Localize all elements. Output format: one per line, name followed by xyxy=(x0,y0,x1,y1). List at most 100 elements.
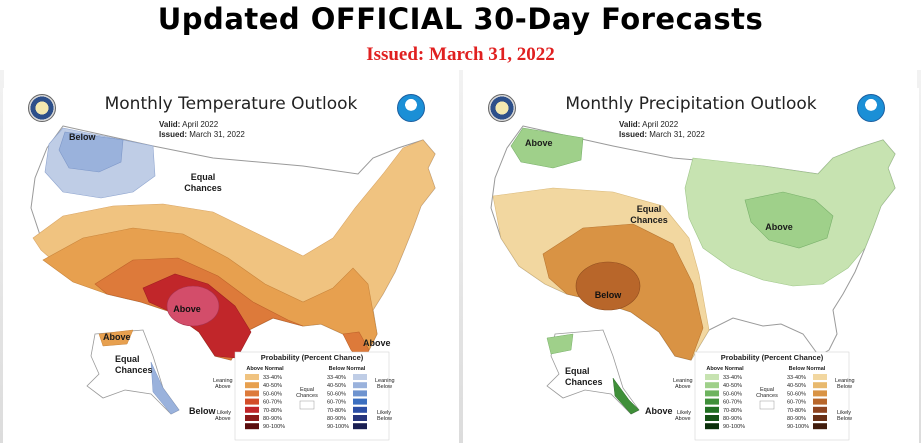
legend-above-range-label: 80-90% xyxy=(263,416,282,422)
legend-below-range-label: 60-70% xyxy=(787,400,806,406)
legend-likely-above-line2: Above xyxy=(675,416,691,422)
valid-label: Valid: xyxy=(159,120,181,129)
legend-leaning-above-line1: Leaning xyxy=(213,378,233,384)
left-panel-edge xyxy=(0,70,4,443)
legend-equal-chances-swatch xyxy=(299,400,315,410)
legend-below-range-label: 50-60% xyxy=(787,391,806,397)
issued-label: Issued: xyxy=(159,129,188,139)
legend-leaning-below-line2: Below xyxy=(837,384,852,390)
valid-value: April 2022 xyxy=(182,120,219,129)
page-headline: Updated OFFICIAL 30-Day Forecasts xyxy=(157,2,764,36)
region-label-above-southwest: Above xyxy=(173,304,201,314)
legend-below-range-label: 70-80% xyxy=(787,408,806,414)
precipitation-meta: Valid: April 2022 Issued: March 31, 2022 xyxy=(619,120,705,139)
legend-below-swatch xyxy=(813,374,827,380)
legend-above-swatch xyxy=(705,390,719,397)
noaa-logo-icon xyxy=(857,94,885,122)
legend-likely-below-line1: Likely xyxy=(837,410,851,416)
region-label-below-alaska: Below xyxy=(189,406,217,416)
precipitation-outlook-panel: Above Equal Chances Above Below Equal Ch… xyxy=(463,88,919,443)
legend-above-range-label: 60-70% xyxy=(263,400,282,406)
precipitation-outlook-map: Above Equal Chances Above Below Equal Ch… xyxy=(490,125,896,441)
legend-above-range-label: 70-80% xyxy=(263,408,282,414)
legend-above-swatch xyxy=(245,398,259,405)
below-normal-50-60-core xyxy=(575,261,641,311)
legend-above-swatch xyxy=(705,374,719,380)
commerce-seal-icon xyxy=(488,94,516,122)
legend-equal-line1: Equal xyxy=(760,387,774,393)
legend-below-range-label: 90-100% xyxy=(787,424,809,430)
legend-below-range-label: 40-50% xyxy=(327,383,346,389)
legend-title: Probability (Percent Chance) xyxy=(261,353,364,362)
above-normal-region-northwest xyxy=(510,127,584,169)
legend-above-range-label: 33-40% xyxy=(723,375,742,381)
legend-below-swatch xyxy=(353,382,367,389)
alaska-above-north xyxy=(98,329,134,347)
region-label-below-northwest: Below xyxy=(69,132,97,142)
legend-below-swatch xyxy=(353,390,367,397)
temperature-legend: Probability (Percent Chance) Above Norma… xyxy=(213,351,395,441)
legend-above-swatch xyxy=(245,406,259,413)
region-label-equal-chances-conus-line1: Equal xyxy=(191,172,216,182)
temperature-map-title: Monthly Temperature Outlook xyxy=(104,94,358,114)
legend-above-range-label: 40-50% xyxy=(263,383,282,389)
legend-below-heading: Below Normal xyxy=(329,366,366,372)
legend-above-swatch xyxy=(245,382,259,389)
legend-above-swatch xyxy=(705,398,719,405)
legend-below-range-label: 90-100% xyxy=(327,424,349,430)
legend-below-swatch xyxy=(813,415,827,421)
valid-value: April 2022 xyxy=(642,120,679,129)
legend-below-swatch xyxy=(813,423,827,430)
legend-leaning-below-line1: Leaning xyxy=(835,378,855,384)
legend-likely-above-line1: Likely xyxy=(217,410,231,416)
temperature-meta: Valid: April 2022 Issued: March 31, 2022 xyxy=(159,120,245,139)
legend-likely-below-line2: Below xyxy=(837,416,852,422)
legend-likely-above-line2: Above xyxy=(215,416,231,422)
region-label-above-alaska: Above xyxy=(103,332,131,342)
legend-title: Probability (Percent Chance) xyxy=(721,353,824,362)
noaa-logo-icon xyxy=(397,94,425,122)
legend-equal-line1: Equal xyxy=(300,387,314,393)
legend-below-swatch xyxy=(353,398,367,405)
legend-above-range-label: 90-100% xyxy=(723,424,745,430)
legend-below-swatch xyxy=(353,415,367,421)
legend-below-range-label: 33-40% xyxy=(787,375,806,381)
legend-leaning-above-line2: Above xyxy=(675,384,691,390)
region-label-equal-chances-conus-line1: Equal xyxy=(637,204,662,214)
legend-leaning-below-line2: Below xyxy=(377,384,392,390)
legend-above-range-label: 33-40% xyxy=(263,375,282,381)
issued-date-line: Issued: March 31, 2022 xyxy=(366,44,555,65)
legend-above-swatch xyxy=(245,415,259,421)
legend-likely-below-line2: Below xyxy=(377,416,392,422)
legend-likely-above-line1: Likely xyxy=(677,410,691,416)
region-label-below-southwest: Below xyxy=(595,290,623,300)
legend-swatch-rows: 33-40% 33-40% 40-50% 40-50% 50-60% 50-60% 60-7… xyxy=(705,374,827,430)
legend-below-swatch xyxy=(813,390,827,397)
region-label-above-northwest: Above xyxy=(525,138,553,148)
legend-below-swatch xyxy=(813,406,827,413)
legend-above-range-label: 90-100% xyxy=(263,424,285,430)
legend-equal-chances-swatch xyxy=(759,400,775,410)
legend-leaning-above-line1: Leaning xyxy=(673,378,693,384)
above-normal-40-50-greatlakes xyxy=(744,191,834,249)
legend-equal-line2: Chances xyxy=(756,393,778,399)
legend-below-swatch xyxy=(353,423,367,430)
alaska-above-southeast xyxy=(612,377,640,415)
legend-above-swatch xyxy=(245,390,259,397)
legend-below-swatch xyxy=(813,382,827,389)
legend-below-range-label: 40-50% xyxy=(787,383,806,389)
precipitation-legend: Probability (Percent Chance) Above Norma… xyxy=(673,351,855,441)
region-label-equal-chances-conus-line2: Chances xyxy=(184,183,222,193)
legend-above-swatch xyxy=(705,415,719,421)
legend-above-heading: Above Normal xyxy=(246,366,284,372)
precipitation-map-title: Monthly Precipitation Outlook xyxy=(565,94,817,114)
region-label-equal-chances-alaska-line1: Equal xyxy=(565,366,590,376)
legend-above-range-label: 50-60% xyxy=(263,391,282,397)
alaska-below-southeast xyxy=(150,361,180,415)
region-label-equal-chances-alaska-line2: Chances xyxy=(565,377,603,387)
legend-above-range-label: 60-70% xyxy=(723,400,742,406)
legend-below-range-label: 33-40% xyxy=(327,375,346,381)
legend-leaning-below-line1: Leaning xyxy=(375,378,395,384)
issued-value: March 31, 2022 xyxy=(189,129,245,139)
legend-above-range-label: 50-60% xyxy=(723,391,742,397)
